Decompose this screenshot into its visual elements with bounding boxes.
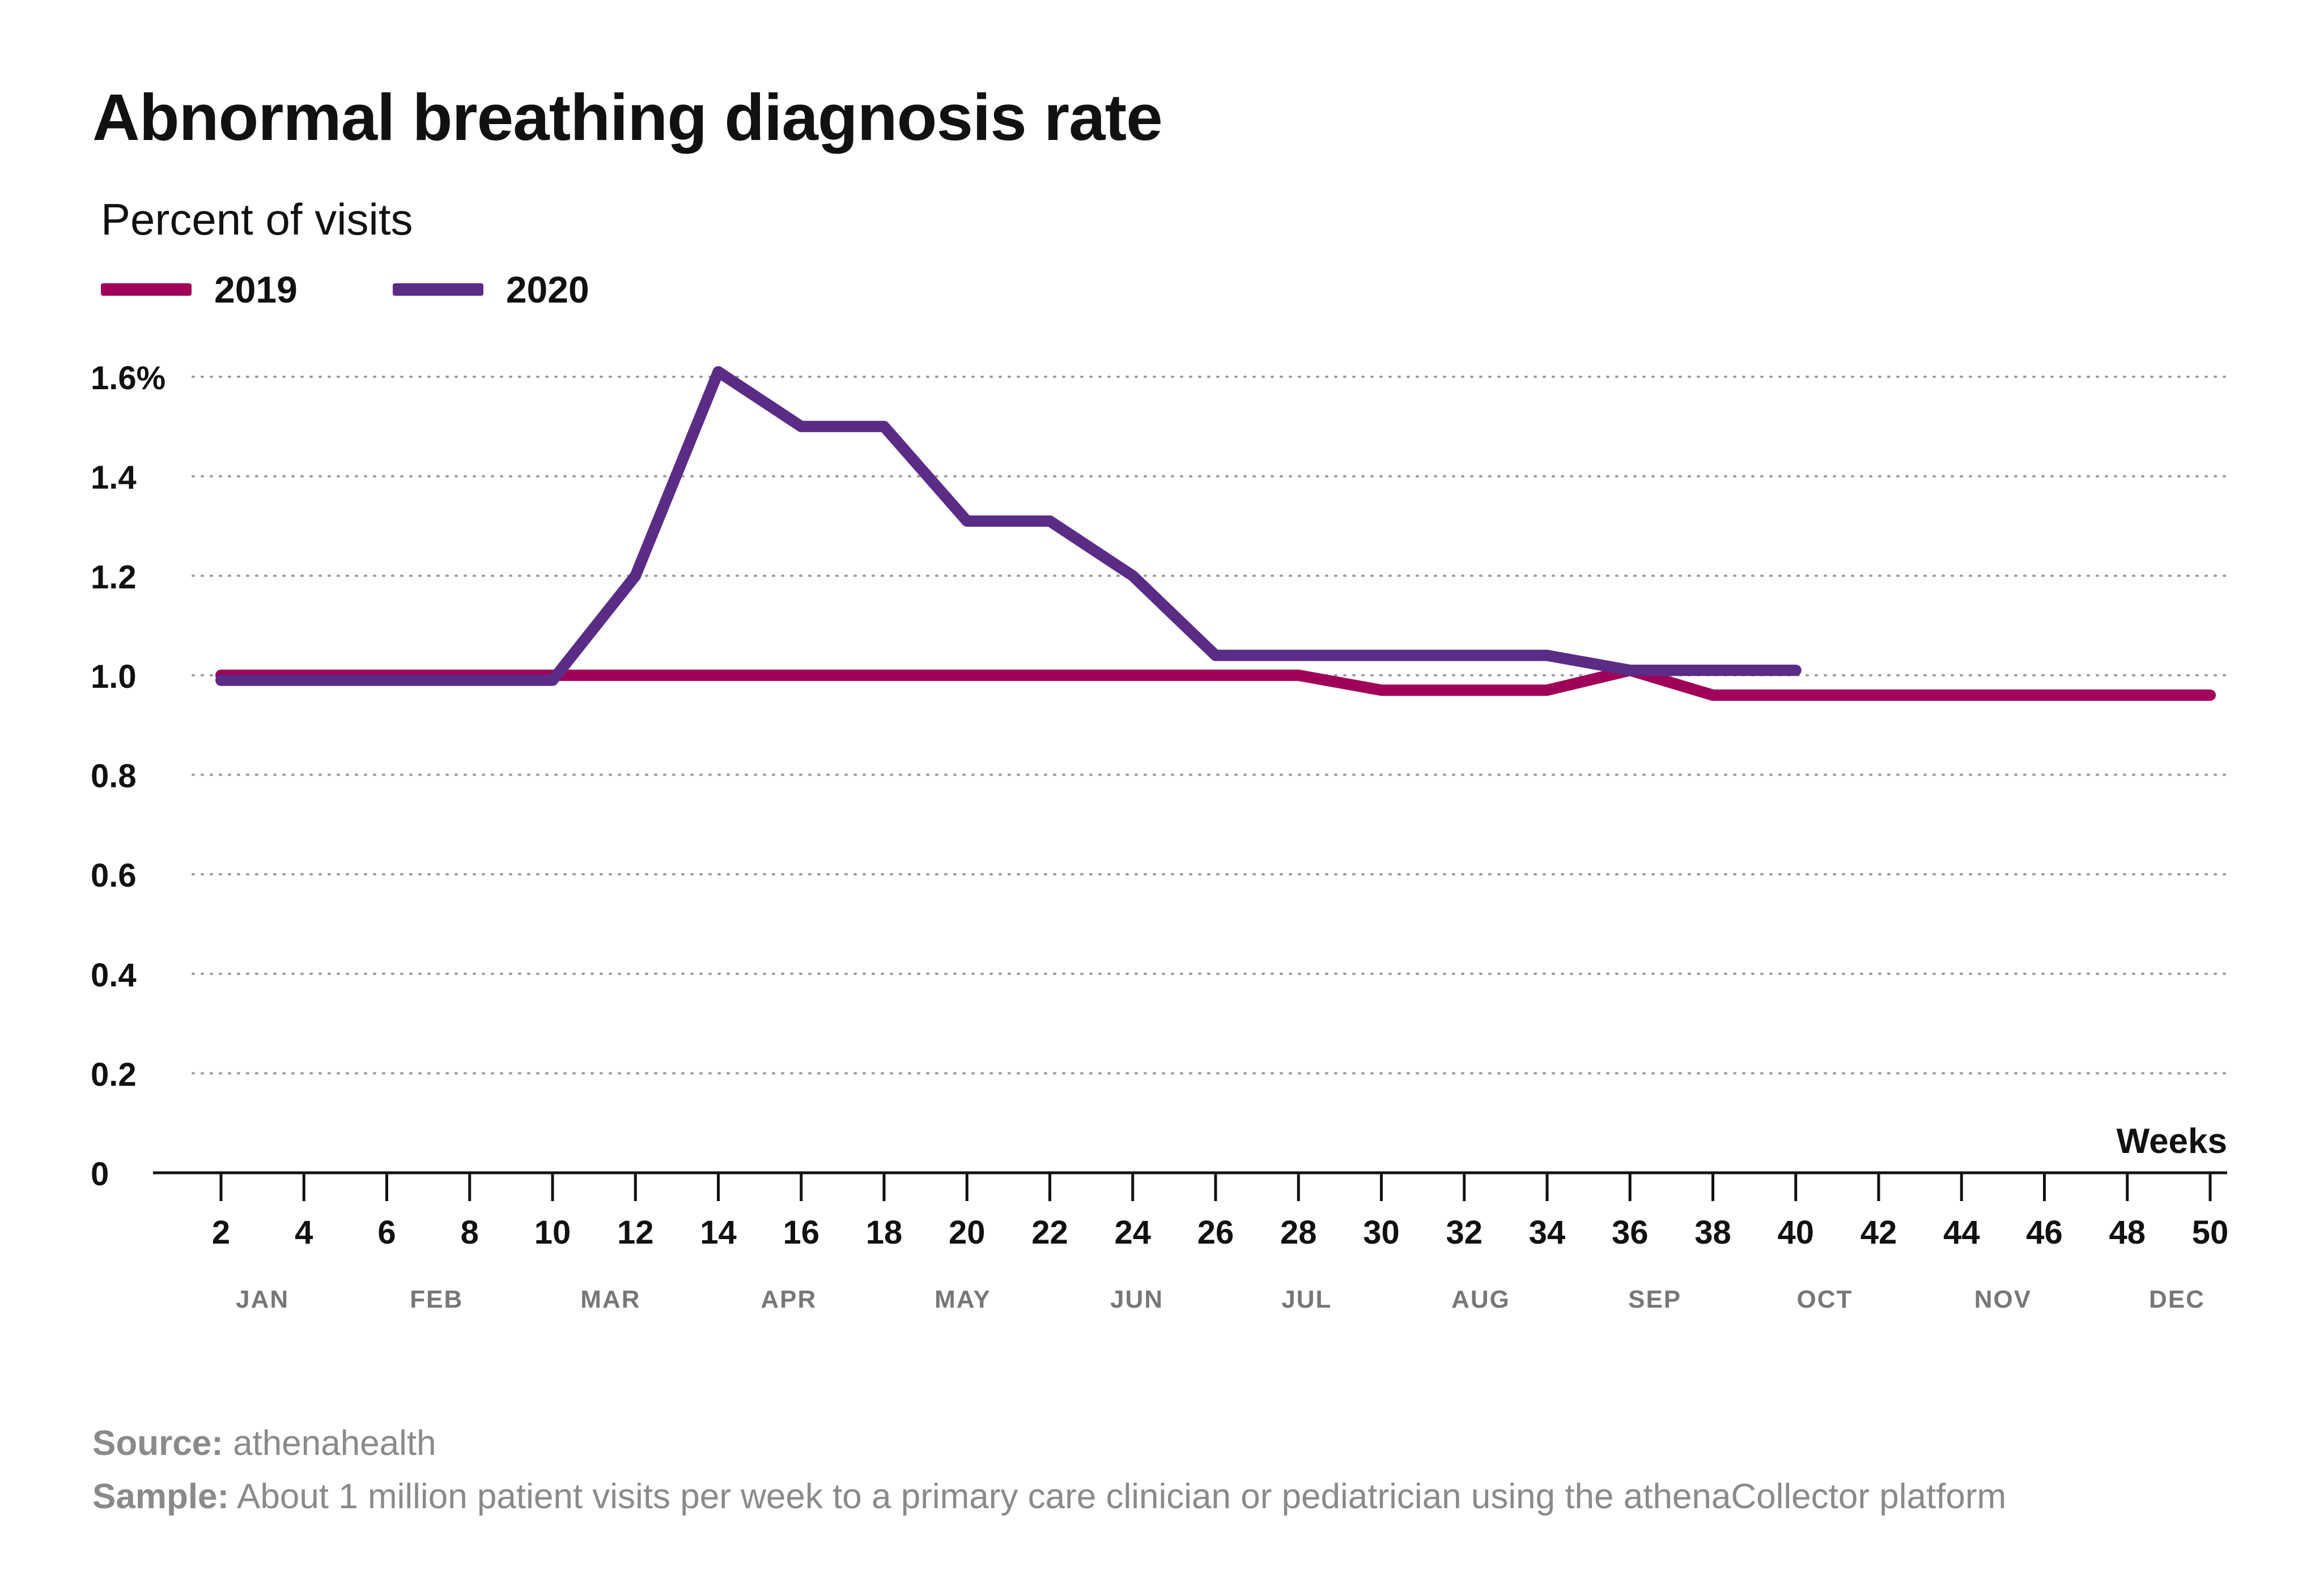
chart-title: Abnormal breathing diagnosis rate	[92, 80, 1163, 154]
x-tick-label: 26	[1197, 1214, 1234, 1251]
footer-sample: Sample: About 1 million patient visits p…	[92, 1476, 2006, 1517]
x-tick-label: 32	[1446, 1214, 1483, 1251]
month-labels: JAN FEB MAR APR MAY JUN JUL AUG SEP OCT NOV DEC	[236, 1286, 2205, 1313]
x-tick-label: 12	[617, 1214, 654, 1251]
month-label: JUN	[1110, 1286, 1163, 1313]
month-label: SEP	[1628, 1286, 1681, 1313]
x-axis-label: Weeks	[2117, 1122, 2227, 1161]
x-tick-label: 50	[2192, 1214, 2229, 1251]
month-label: MAR	[580, 1286, 640, 1313]
x-tick-label: 6	[377, 1214, 396, 1251]
x-tick-label: 36	[1612, 1214, 1649, 1251]
x-tick-label: 30	[1363, 1214, 1400, 1251]
x-tick-label: 44	[1943, 1214, 1980, 1251]
legend-item-2019: 2019	[101, 268, 298, 311]
x-tick-label: 4	[295, 1214, 313, 1251]
y-tick-label: 0.6	[91, 857, 137, 894]
footer-source: Source: athenahealth	[92, 1423, 436, 1463]
legend-item-2020: 2020	[392, 268, 589, 311]
legend-swatch-2019	[101, 283, 192, 296]
series-line-2019	[215, 665, 2216, 701]
x-tick-label: 2	[212, 1214, 230, 1251]
y-tick-label: 0.8	[91, 758, 137, 795]
y-tick-label: 1.6%	[91, 360, 165, 397]
y-tick-label: 1.2	[91, 559, 137, 595]
x-tick-label: 34	[1529, 1214, 1566, 1251]
legend: 2019 2020	[101, 264, 685, 315]
series-lines	[215, 366, 2216, 701]
x-tick-label: 38	[1694, 1214, 1731, 1251]
y-tick-labels: 0 0.2 0.4 0.6 0.8 1.0 1.2 1.4 1.6%	[91, 360, 165, 1193]
x-tick-label: 18	[866, 1214, 903, 1251]
x-tick-label: 46	[2026, 1214, 2063, 1251]
month-label: JUL	[1281, 1286, 1332, 1313]
x-tick-label: 48	[2109, 1214, 2146, 1251]
legend-swatch-2020	[392, 283, 483, 296]
x-tick-label: 42	[1861, 1214, 1897, 1251]
source-label: Source:	[92, 1424, 223, 1463]
month-label: OCT	[1796, 1286, 1853, 1313]
y-tick-label: 1.4	[91, 459, 137, 496]
x-tick-labels: 2 4 6 8 10 12 14 16 18 20 22 24 26 28 30 32 34 36 38 40 42 44…	[212, 1214, 2228, 1251]
y-tick-label: 1.0	[91, 658, 137, 695]
y-tick-label: 0.2	[91, 1056, 137, 1093]
x-tick-label: 8	[461, 1214, 479, 1251]
month-label: MAY	[935, 1286, 991, 1313]
x-tick-label: 20	[949, 1214, 986, 1251]
x-tick-label: 24	[1114, 1214, 1151, 1251]
grid-lines	[192, 376, 2228, 1075]
x-tick-label: 10	[534, 1214, 571, 1251]
month-label: AUG	[1451, 1286, 1510, 1313]
sample-label: Sample:	[92, 1477, 230, 1516]
month-label: JAN	[236, 1286, 289, 1313]
month-label: FEB	[410, 1286, 463, 1313]
x-tick-label: 22	[1031, 1214, 1068, 1251]
month-label: DEC	[2149, 1286, 2205, 1313]
month-label: APR	[761, 1286, 817, 1313]
y-tick-label: 0.4	[91, 957, 137, 994]
x-tick-label: 14	[700, 1214, 737, 1251]
month-label: NOV	[1974, 1286, 2032, 1313]
chart-subtitle: Percent of visits	[101, 194, 413, 244]
legend-label-2019: 2019	[214, 269, 298, 310]
y-tick-label: 0	[91, 1156, 109, 1193]
series-line-2020	[215, 366, 1802, 686]
source-text: athenahealth	[223, 1424, 436, 1463]
x-tick-label: 16	[783, 1214, 819, 1251]
x-tick-label: 28	[1280, 1214, 1317, 1251]
x-tick-label: 40	[1777, 1214, 1814, 1251]
x-axis	[153, 1171, 2227, 1201]
sample-text: About 1 million patient visits per week …	[229, 1477, 2007, 1516]
legend-label-2020: 2020	[506, 269, 589, 310]
